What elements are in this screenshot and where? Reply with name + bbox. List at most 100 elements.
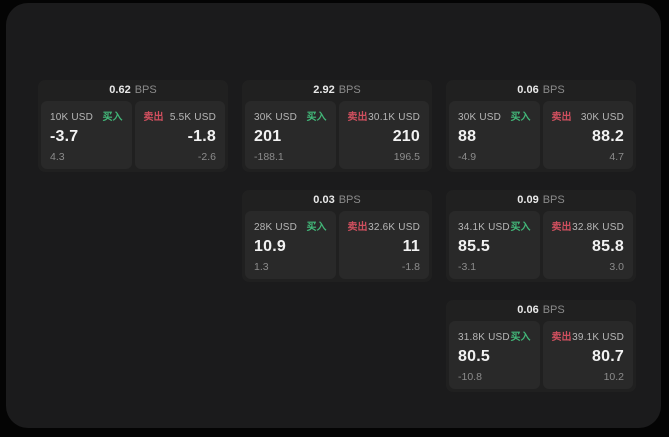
bps-unit-label: BPS bbox=[338, 84, 361, 96]
buy-size-label: 30K USD bbox=[254, 112, 298, 123]
buy-delta: -3.1 bbox=[458, 261, 477, 273]
buy-size-label: 10K USD bbox=[50, 112, 94, 123]
sell-price: 80.7 bbox=[592, 348, 624, 365]
sell-tile[interactable]: 卖出 39.1K USD 80.7 10.2 bbox=[542, 321, 633, 389]
sell-tile[interactable]: 卖出 30.1K USD 210 196.5 bbox=[338, 101, 429, 169]
bps-value: 0.62 bbox=[109, 84, 131, 96]
sell-tile-top: 卖出 39.1K USD bbox=[552, 328, 625, 343]
buy-size-label: 31.8K USD bbox=[458, 332, 510, 343]
buy-tile-top: 28K USD 买入 bbox=[254, 218, 327, 233]
card-header: 2.92 BPS bbox=[245, 80, 429, 101]
bps-unit-label: BPS bbox=[134, 84, 157, 96]
sell-side-label: 卖出 bbox=[143, 112, 164, 123]
sell-tile-top: 卖出 30.1K USD bbox=[348, 108, 421, 123]
card-body: 28K USD 买入 10.9 1.3 卖出 32.6K USD 11 -1.8 bbox=[245, 211, 429, 279]
buy-price: 80.5 bbox=[458, 348, 490, 365]
card-header: 0.62 BPS bbox=[41, 80, 225, 101]
sell-tile[interactable]: 卖出 32.6K USD 11 -1.8 bbox=[338, 211, 429, 279]
buy-side-label: 买入 bbox=[102, 112, 123, 123]
buy-delta: -4.9 bbox=[458, 151, 477, 163]
buy-tile[interactable]: 30K USD 买入 88 -4.9 bbox=[449, 101, 540, 169]
sell-size-label: 30K USD bbox=[580, 112, 624, 123]
card-header: 0.06 BPS bbox=[449, 300, 633, 321]
buy-delta: 1.3 bbox=[254, 261, 269, 273]
buy-tile-top: 30K USD 买入 bbox=[254, 108, 327, 123]
sell-tile-top: 卖出 32.6K USD bbox=[348, 218, 421, 233]
buy-tile[interactable]: 30K USD 买入 201 -188.1 bbox=[245, 101, 336, 169]
bps-value: 0.06 bbox=[517, 304, 539, 316]
buy-tile[interactable]: 10K USD 买入 -3.7 4.3 bbox=[41, 101, 132, 169]
buy-side-label: 买入 bbox=[510, 222, 531, 233]
sell-delta: -2.6 bbox=[197, 151, 216, 163]
bps-unit-label: BPS bbox=[542, 194, 565, 206]
card-header: 0.06 BPS bbox=[449, 80, 633, 101]
sell-side-label: 卖出 bbox=[347, 112, 368, 123]
buy-delta: -10.8 bbox=[458, 371, 482, 383]
buy-size-label: 28K USD bbox=[254, 222, 298, 233]
sell-size-label: 32.8K USD bbox=[572, 222, 624, 233]
sell-delta: 196.5 bbox=[393, 151, 420, 163]
card-body: 31.8K USD 买入 80.5 -10.8 卖出 39.1K USD 80.… bbox=[449, 321, 633, 389]
buy-tile[interactable]: 31.8K USD 买入 80.5 -10.8 bbox=[449, 321, 540, 389]
sell-price: 85.8 bbox=[592, 238, 624, 255]
bps-value: 0.06 bbox=[517, 84, 539, 96]
sell-tile-top: 卖出 30K USD bbox=[552, 108, 625, 123]
card-header: 0.09 BPS bbox=[449, 190, 633, 211]
buy-price: -3.7 bbox=[50, 128, 79, 145]
buy-side-label: 买入 bbox=[306, 112, 327, 123]
quote-card: 0.09 BPS 34.1K USD 买入 85.5 -3.1 卖出 32.8K… bbox=[446, 190, 636, 282]
sell-side-label: 卖出 bbox=[551, 112, 572, 123]
card-header: 0.03 BPS bbox=[245, 190, 429, 211]
sell-side-label: 卖出 bbox=[551, 222, 572, 233]
buy-tile[interactable]: 28K USD 买入 10.9 1.3 bbox=[245, 211, 336, 279]
quote-card: 0.06 BPS 31.8K USD 买入 80.5 -10.8 卖出 39.1… bbox=[446, 300, 636, 392]
buy-size-label: 30K USD bbox=[458, 112, 502, 123]
buy-price: 85.5 bbox=[458, 238, 490, 255]
bps-unit-label: BPS bbox=[542, 304, 565, 316]
sell-price: 88.2 bbox=[592, 128, 624, 145]
quote-card: 0.62 BPS 10K USD 买入 -3.7 4.3 卖出 5.5K USD… bbox=[38, 80, 228, 172]
sell-tile-top: 卖出 32.8K USD bbox=[552, 218, 625, 233]
sell-size-label: 5.5K USD bbox=[169, 112, 216, 123]
buy-price: 88 bbox=[458, 128, 477, 145]
sell-delta: -1.8 bbox=[401, 261, 420, 273]
app-panel: 0.62 BPS 10K USD 买入 -3.7 4.3 卖出 5.5K USD… bbox=[6, 3, 661, 428]
buy-tile-top: 31.8K USD 买入 bbox=[458, 328, 531, 343]
card-body: 30K USD 买入 201 -188.1 卖出 30.1K USD 210 1… bbox=[245, 101, 429, 169]
buy-delta: 4.3 bbox=[50, 151, 65, 163]
sell-price: 210 bbox=[392, 128, 420, 145]
quote-card: 0.03 BPS 28K USD 买入 10.9 1.3 卖出 32.6K US… bbox=[242, 190, 432, 282]
sell-side-label: 卖出 bbox=[551, 332, 572, 343]
sell-side-label: 卖出 bbox=[347, 222, 368, 233]
sell-price: 11 bbox=[402, 238, 420, 255]
sell-delta: 3.0 bbox=[609, 261, 624, 273]
bps-value: 0.03 bbox=[313, 194, 335, 206]
bps-unit-label: BPS bbox=[338, 194, 361, 206]
buy-side-label: 买入 bbox=[510, 332, 531, 343]
buy-side-label: 买入 bbox=[510, 112, 531, 123]
buy-side-label: 买入 bbox=[306, 222, 327, 233]
quote-card: 2.92 BPS 30K USD 买入 201 -188.1 卖出 30.1K … bbox=[242, 80, 432, 172]
sell-tile[interactable]: 卖出 32.8K USD 85.8 3.0 bbox=[542, 211, 633, 279]
sell-tile[interactable]: 卖出 30K USD 88.2 4.7 bbox=[542, 101, 633, 169]
sell-size-label: 30.1K USD bbox=[368, 112, 420, 123]
sell-size-label: 39.1K USD bbox=[572, 332, 624, 343]
sell-delta: 4.7 bbox=[609, 151, 624, 163]
buy-tile-top: 10K USD 买入 bbox=[50, 108, 123, 123]
buy-size-label: 34.1K USD bbox=[458, 222, 510, 233]
card-body: 10K USD 买入 -3.7 4.3 卖出 5.5K USD -1.8 -2.… bbox=[41, 101, 225, 169]
sell-price: -1.8 bbox=[187, 128, 216, 145]
sell-tile[interactable]: 卖出 5.5K USD -1.8 -2.6 bbox=[134, 101, 225, 169]
buy-tile-top: 34.1K USD 买入 bbox=[458, 218, 531, 233]
bps-value: 2.92 bbox=[313, 84, 335, 96]
bps-unit-label: BPS bbox=[542, 84, 565, 96]
quote-card: 0.06 BPS 30K USD 买入 88 -4.9 卖出 30K USD 8… bbox=[446, 80, 636, 172]
sell-size-label: 32.6K USD bbox=[368, 222, 420, 233]
bps-value: 0.09 bbox=[517, 194, 539, 206]
buy-delta: -188.1 bbox=[254, 151, 284, 163]
buy-price: 10.9 bbox=[254, 238, 286, 255]
card-body: 30K USD 买入 88 -4.9 卖出 30K USD 88.2 4.7 bbox=[449, 101, 633, 169]
sell-tile-top: 卖出 5.5K USD bbox=[144, 108, 217, 123]
buy-tile[interactable]: 34.1K USD 买入 85.5 -3.1 bbox=[449, 211, 540, 279]
buy-tile-top: 30K USD 买入 bbox=[458, 108, 531, 123]
